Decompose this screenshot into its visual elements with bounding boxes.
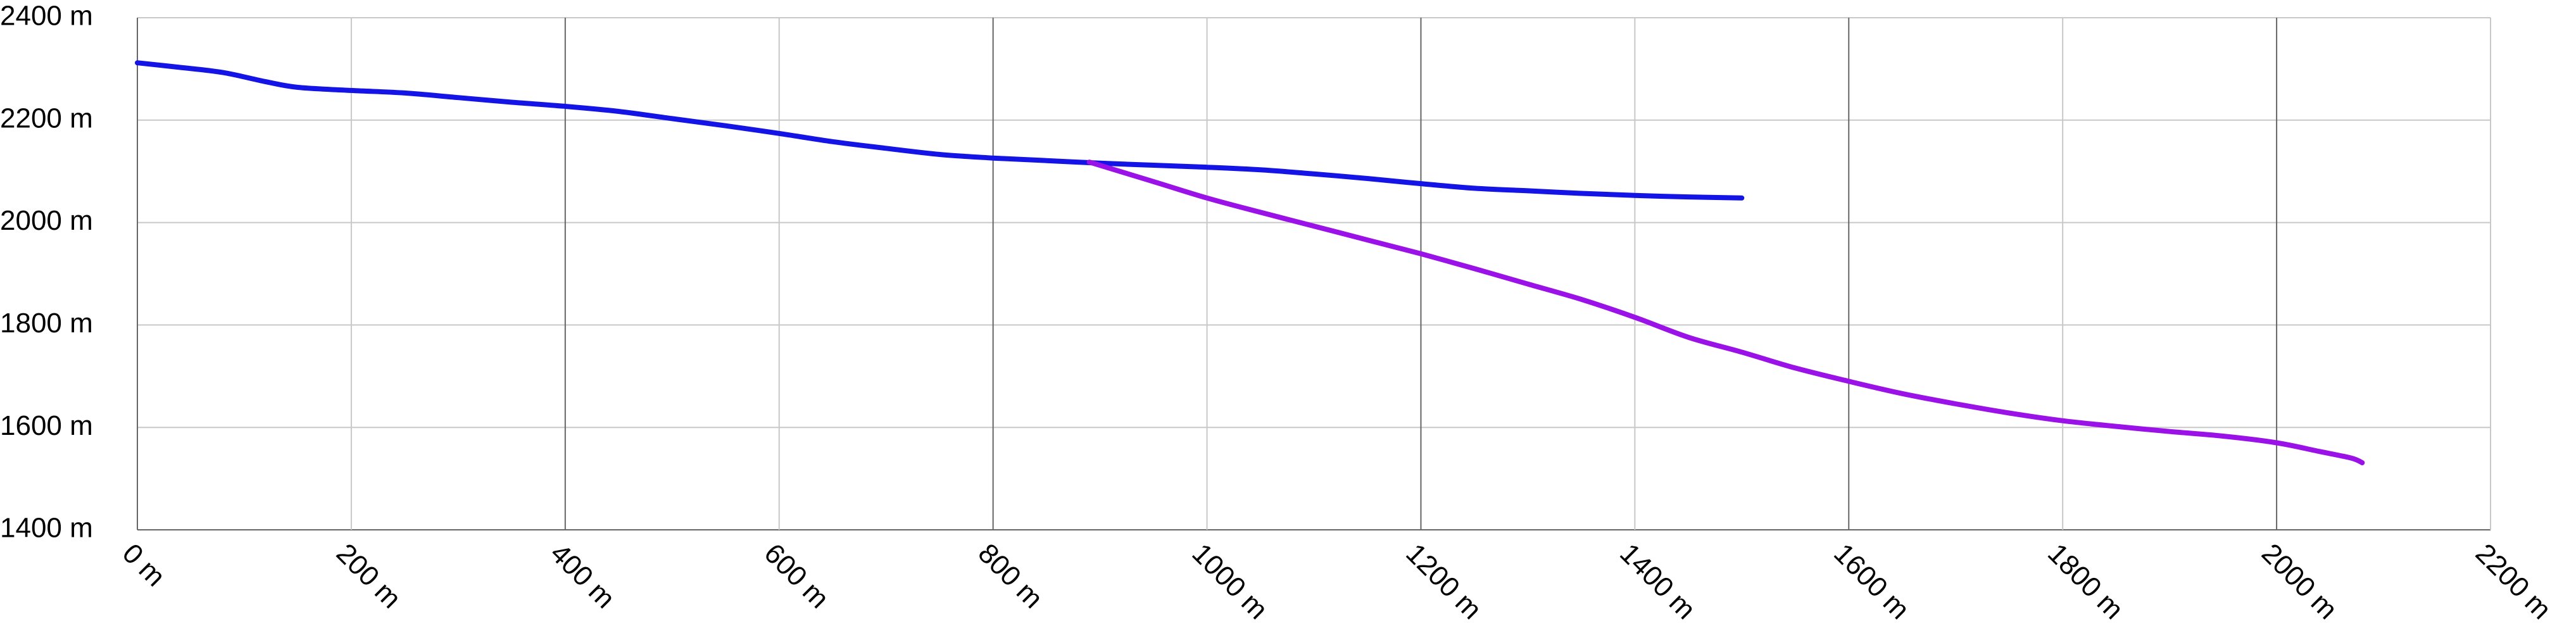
x-tick-label: 1400 m bbox=[1614, 537, 1701, 625]
y-tick-label: 1600 m bbox=[0, 410, 93, 441]
grid bbox=[137, 17, 2491, 530]
y-tick-label: 2400 m bbox=[0, 1, 93, 32]
series-lines bbox=[135, 60, 2365, 465]
x-tick-label: 200 m bbox=[330, 537, 407, 614]
y-tick-label: 1800 m bbox=[0, 308, 93, 339]
x-tick-label: 1200 m bbox=[1400, 537, 1487, 625]
x-tick-label: 1800 m bbox=[2042, 537, 2129, 625]
series-line-1 bbox=[135, 60, 1745, 201]
x-tick-label: 400 m bbox=[544, 537, 621, 614]
x-tick-label: 800 m bbox=[972, 537, 1049, 614]
x-tick-label: 1000 m bbox=[1186, 537, 1273, 625]
x-tick-label: 1600 m bbox=[1828, 537, 1915, 625]
x-tick-label: 0 m bbox=[116, 537, 172, 592]
y-tick-label: 2000 m bbox=[0, 205, 93, 236]
y-tick-labels: 1400 m 1600 m 1800 m 2000 m 2200 m 2400 m bbox=[0, 1, 93, 544]
x-tick-label: 600 m bbox=[758, 537, 835, 614]
series-line-2 bbox=[1086, 160, 2365, 465]
x-tick-label: 2000 m bbox=[2256, 537, 2343, 625]
y-tick-label: 2200 m bbox=[0, 103, 93, 134]
x-tick-label: 2200 m bbox=[2470, 537, 2557, 625]
x-tick-labels: 0 m 200 m 400 m 600 m 800 m 1000 m 1200 m 1400 … bbox=[116, 537, 2557, 625]
y-tick-label: 1400 m bbox=[0, 513, 93, 544]
